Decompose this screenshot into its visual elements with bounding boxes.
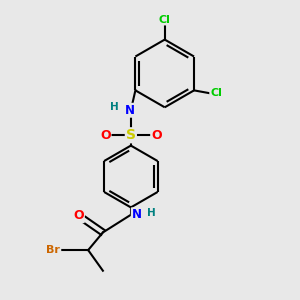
- Text: S: S: [126, 128, 136, 142]
- Text: N: N: [124, 104, 134, 117]
- Text: N: N: [132, 208, 142, 221]
- Text: O: O: [100, 129, 111, 142]
- Text: O: O: [73, 209, 84, 222]
- Text: Cl: Cl: [159, 15, 171, 25]
- Text: O: O: [151, 129, 162, 142]
- Text: H: H: [110, 102, 119, 112]
- Text: H: H: [147, 208, 156, 218]
- Text: Br: Br: [46, 245, 60, 255]
- Text: Cl: Cl: [210, 88, 222, 98]
